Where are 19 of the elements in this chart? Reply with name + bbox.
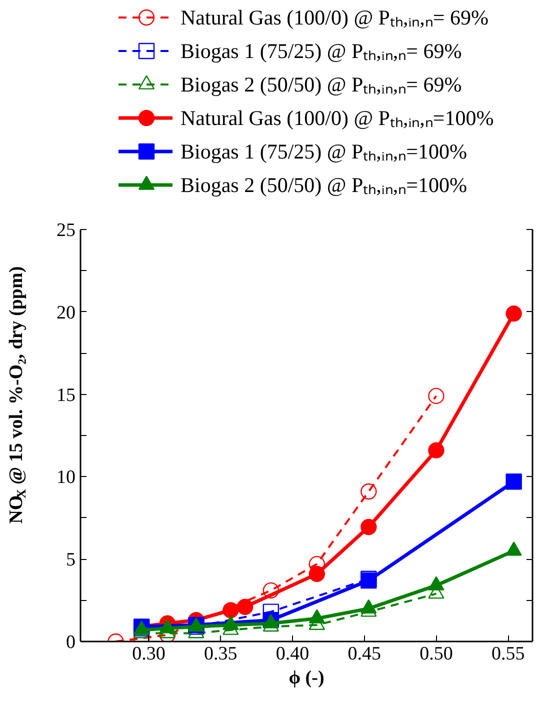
x-axis-title: ϕ (-) xyxy=(288,668,324,688)
x-tick-label: 0.35 xyxy=(204,644,238,664)
y-tick-label: 20 xyxy=(56,302,76,324)
x-tick-label: 0.45 xyxy=(348,644,381,664)
x-tick-label: 0.30 xyxy=(132,644,166,664)
x-tick-label: 0.40 xyxy=(276,644,310,664)
y-tick-label: 5 xyxy=(66,550,76,571)
legend-label: Natural Gas (100/0) @ Pₜₕ,ᵢₙ,ₙ= 69% xyxy=(180,6,488,30)
y-tick-label: 25 xyxy=(56,220,76,241)
legend-label: Biogas 1 (75/25) @ Pₜₕ,ᵢₙ,ₙ=100% xyxy=(180,140,467,164)
legend-label: Biogas 2 (50/50) @ Pₜₕ,ᵢₙ,ₙ=100% xyxy=(180,173,467,197)
x-tick-label: 0.55 xyxy=(491,644,525,664)
legend-label: Biogas 1 (75/25) @ Pₜₕ,ᵢₙ,ₙ= 69% xyxy=(180,39,462,63)
legend-label: Biogas 2 (50/50) @ Pₜₕ,ᵢₙ,ₙ= 69% xyxy=(180,72,462,96)
y-tick-label: 15 xyxy=(56,384,76,406)
legend-label: Natural Gas (100/0) @ Pₜₕ,ᵢₙ,ₙ=100% xyxy=(180,106,494,130)
y-tick-label: 0 xyxy=(66,632,76,653)
x-tick-label: 0.50 xyxy=(420,644,453,664)
y-tick-label: 10 xyxy=(56,467,76,488)
